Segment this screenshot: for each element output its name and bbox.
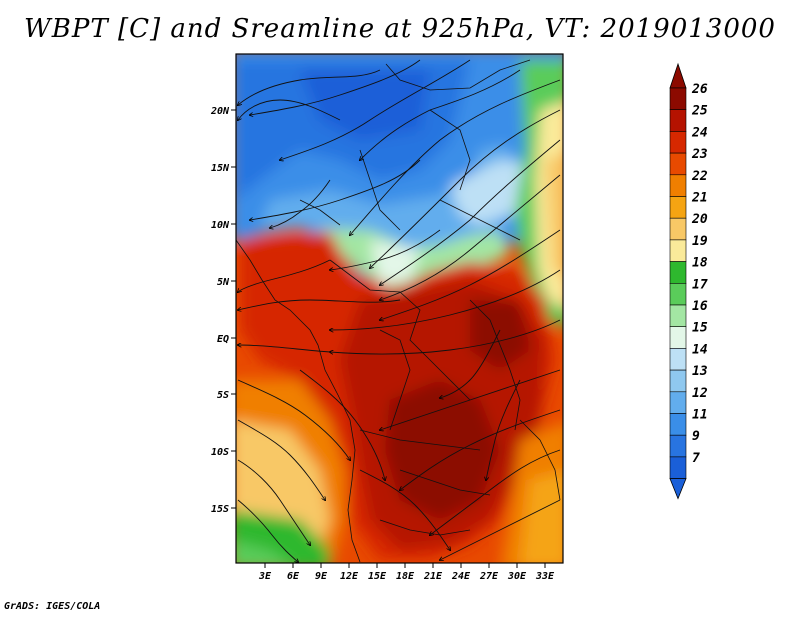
lon-label-18e: 18E bbox=[396, 571, 415, 582]
colorbar-label-13: 13 bbox=[692, 364, 708, 379]
colorbar-swatch-15 bbox=[669, 326, 687, 349]
colorbar-swatch-25 bbox=[669, 109, 687, 132]
lon-label-21e: 21E bbox=[423, 571, 443, 582]
chart-title: WBPT [C] and Sreamline at 925hPa, VT: 20… bbox=[24, 14, 776, 44]
lon-label-9e: 9E bbox=[315, 571, 328, 582]
colorbar-label-11: 11 bbox=[692, 408, 708, 423]
lat-label-10s: 10S bbox=[211, 447, 229, 458]
lon-label-3e: 3E bbox=[258, 571, 272, 582]
lat-ticks bbox=[231, 109, 236, 509]
colorbar-swatch-12 bbox=[669, 391, 687, 414]
colorbar-swatch-9 bbox=[669, 434, 687, 458]
colorbar-swatch-11 bbox=[669, 413, 687, 436]
colorbar-bottom-arrow bbox=[669, 478, 687, 500]
lon-label-33e: 33E bbox=[535, 571, 555, 582]
lat-labels: 20N 15N 10N 5N EQ 5S 10S 15S bbox=[210, 106, 230, 515]
colorbar-label-12: 12 bbox=[692, 386, 708, 401]
lon-label-15e: 15E bbox=[368, 571, 387, 582]
lat-label-15s: 15S bbox=[211, 504, 229, 515]
colorbar-label-21: 21 bbox=[691, 191, 708, 206]
colorbar-swatch-26 bbox=[669, 87, 687, 111]
colorbar-swatch-20 bbox=[669, 217, 687, 241]
colorbar-label-18: 18 bbox=[692, 256, 708, 271]
colorbar-swatch-18 bbox=[669, 261, 687, 284]
colorbar-swatch-22 bbox=[669, 174, 687, 197]
colorbar-label-16: 16 bbox=[692, 299, 708, 314]
streamlines bbox=[238, 59, 561, 562]
colorbar-label-20: 20 bbox=[691, 212, 708, 227]
colorbar-swatch-14 bbox=[669, 348, 687, 371]
colorbar-label-14: 14 bbox=[692, 342, 708, 357]
lat-label-10n: 10N bbox=[211, 220, 230, 231]
colorbar-label-15: 15 bbox=[692, 321, 708, 336]
colorbar-swatch-16 bbox=[669, 304, 687, 328]
footer-credit: GrADS: IGES/COLA bbox=[4, 601, 101, 612]
colorbar-label-25: 25 bbox=[691, 104, 708, 119]
colorbar-label-19: 19 bbox=[692, 234, 708, 249]
colorbar-label-9: 9 bbox=[692, 429, 700, 444]
lat-label-20n: 20N bbox=[210, 106, 230, 117]
lon-label-6e: 6E bbox=[287, 571, 300, 582]
colorbar-label-7: 7 bbox=[692, 451, 700, 466]
colorbar-swatch-24 bbox=[669, 131, 687, 154]
lon-ticks bbox=[264, 563, 546, 568]
colorbar-label-26: 26 bbox=[691, 82, 708, 97]
lon-labels: 3E 6E 9E 12E 15E 18E 21E 24E 27E 30E 33E bbox=[258, 571, 555, 582]
lat-label-5n: 5N bbox=[217, 277, 230, 288]
colorbar-label-23: 23 bbox=[691, 147, 708, 162]
lon-label-27e: 27E bbox=[479, 571, 499, 582]
lat-label-5s: 5S bbox=[217, 390, 229, 401]
colorbar-label-24: 24 bbox=[691, 125, 708, 140]
lon-label-24e: 24E bbox=[451, 571, 471, 582]
colorbar: 26 25 24 23 22 21 20 19 18 17 16 15 14 13 12 11 9 7 bbox=[669, 62, 708, 500]
colorbar-top-arrow bbox=[669, 62, 687, 89]
lat-label-eq: EQ bbox=[217, 334, 229, 345]
colorbar-swatch-19 bbox=[669, 239, 687, 262]
colorbar-swatch-13 bbox=[669, 369, 687, 393]
colorbar-swatch-17 bbox=[669, 282, 687, 306]
colorbar-swatch-23 bbox=[669, 152, 687, 176]
map-frame bbox=[235, 53, 564, 564]
lon-label-12e: 12E bbox=[340, 571, 359, 582]
colorbar-label-22: 22 bbox=[691, 169, 708, 184]
country-borders bbox=[236, 59, 561, 563]
colorbar-label-17: 17 bbox=[692, 277, 708, 292]
colorbar-swatch-21 bbox=[669, 196, 687, 219]
wbpt-shading bbox=[236, 54, 563, 563]
lon-label-30e: 30E bbox=[507, 571, 527, 582]
colorbar-swatch-7 bbox=[669, 456, 687, 479]
lat-label-15n: 15N bbox=[211, 163, 230, 174]
